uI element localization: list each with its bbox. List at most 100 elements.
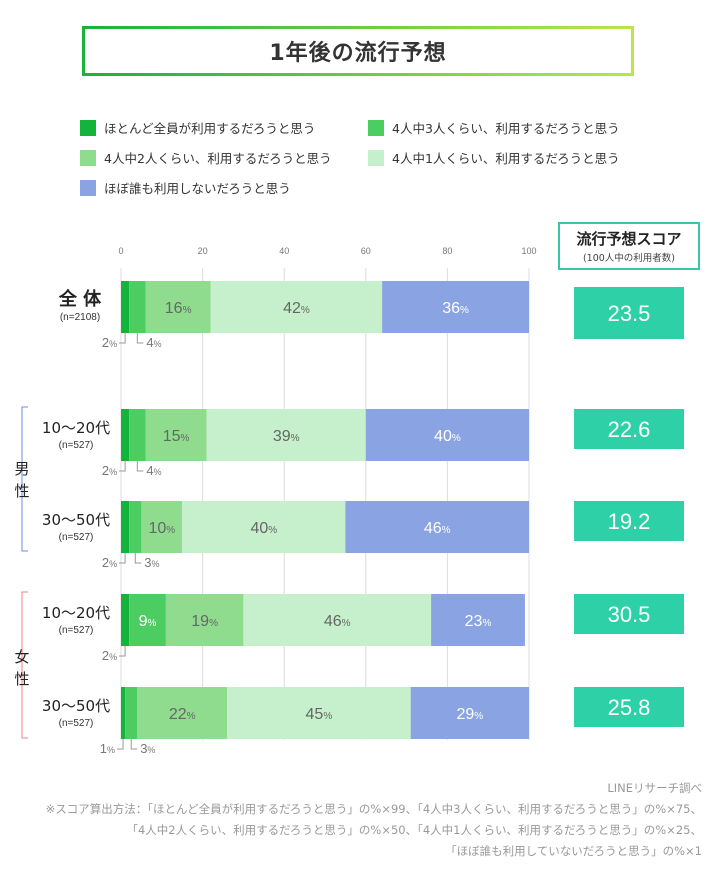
bar-segment: [145, 409, 207, 461]
x-tick-label: 0: [118, 246, 123, 256]
callout-line: [117, 739, 124, 750]
bar-segment: [365, 409, 529, 461]
bar-segment: [129, 501, 142, 553]
data-label: 42%: [283, 300, 310, 317]
score-value: 22.6: [608, 417, 651, 442]
score-header-title: 流行予想スコア: [576, 230, 682, 248]
legend-swatch: [80, 179, 96, 196]
chart-title-box: 1年後の流行予想: [82, 26, 634, 76]
legend-swatch: [368, 149, 384, 166]
data-label: 40%: [250, 520, 277, 537]
legend-swatch: [80, 119, 96, 136]
row-sample-size: (n=527): [59, 440, 94, 451]
data-label-callout: 1%: [100, 741, 115, 756]
x-tick-label: 20: [198, 246, 208, 256]
data-label: 23%: [465, 613, 492, 630]
row-sample-size: (n=527): [59, 532, 94, 543]
legend-swatch: [368, 119, 384, 136]
formula-note-2: 「4人中2人くらい、利用するだろうと思う」の%×50、「4人中1人くらい、利用す…: [126, 823, 702, 837]
bar-segment: [121, 281, 130, 333]
data-label-callout: 3%: [140, 741, 155, 756]
row-sample-size: (n=2108): [60, 312, 100, 323]
bar-segment: [121, 594, 130, 646]
female-group-bracket: [21, 591, 28, 739]
score-box: [574, 687, 684, 727]
legend-label: 4人中2人くらい、利用するだろうと思う: [104, 151, 332, 166]
bar-segment: [129, 281, 146, 333]
formula-note-1: ※スコア算出方法：「ほとんど全員が利用するだろうと思う」の%×99、「4人中3人…: [45, 802, 702, 816]
data-label-callout: 2%: [102, 648, 117, 663]
data-label-callout: 4%: [146, 463, 161, 478]
male-group-bracket: [21, 406, 28, 552]
bar-segment: [129, 594, 166, 646]
bar-segment: [227, 687, 411, 739]
data-label-callout: 3%: [144, 555, 159, 570]
data-label: 15%: [163, 428, 190, 445]
group-label-male-2: 性: [14, 482, 29, 500]
score-value: 19.2: [608, 509, 651, 534]
bar-segment: [141, 501, 183, 553]
score-value: 23.5: [608, 301, 651, 326]
legend-label: ほぼ誰も利用しないだろうと思う: [104, 181, 291, 196]
bar-segment: [410, 687, 529, 739]
row-sample-size: (n=527): [59, 625, 94, 636]
data-label: 46%: [324, 613, 351, 630]
bar-segment: [125, 687, 138, 739]
bar-segment: [345, 501, 529, 553]
group-label-female-2: 性: [14, 670, 29, 688]
row-label: 30〜50代: [42, 511, 110, 529]
callout-line: [136, 461, 144, 472]
legend-label: ほとんど全員が利用するだろうと思う: [104, 121, 316, 136]
bar-segment: [129, 409, 146, 461]
data-label: 29%: [456, 706, 483, 723]
score-header: 流行予想スコア (100人中の利用者数): [558, 222, 700, 270]
x-tick-label: 100: [521, 246, 536, 256]
data-label: 39%: [273, 428, 300, 445]
bar-segment: [206, 409, 366, 461]
bar-segment: [121, 687, 126, 739]
data-label-callout: 2%: [102, 555, 117, 570]
x-tick-label: 60: [361, 246, 371, 256]
legend-swatch: [80, 149, 96, 166]
bar-segment: [382, 281, 529, 333]
bar-segment: [137, 687, 228, 739]
legend-label: 4人中1人くらい、利用するだろうと思う: [392, 151, 620, 166]
data-label-callout: 2%: [102, 463, 117, 478]
score-header-subtitle: (100人中の利用者数): [582, 253, 676, 264]
callout-line: [119, 333, 126, 344]
callout-line: [134, 553, 142, 564]
bar-segment: [210, 281, 383, 333]
data-label-callout: 2%: [102, 335, 117, 350]
legend-item-nobody: ほぼ誰も利用しないだろうと思う: [80, 178, 291, 197]
legend-item-one-of-four: 4人中1人くらい、利用するだろうと思う: [368, 148, 620, 167]
score-value: 25.8: [608, 695, 651, 720]
score-box: [574, 594, 684, 634]
formula-note-3: 「ほぼ誰も利用していないだろうと思う」の%×1: [445, 844, 702, 858]
score-box: [574, 287, 684, 339]
bar-segment: [182, 501, 346, 553]
callout-line: [130, 739, 138, 750]
row-label: 全 体: [58, 288, 102, 310]
score-value: 30.5: [608, 602, 651, 627]
data-label: 9%: [139, 613, 157, 630]
data-label: 19%: [191, 613, 218, 630]
data-label: 36%: [442, 300, 469, 317]
row-label: 10〜20代: [42, 419, 110, 437]
legend-item-three-of-four: 4人中3人くらい、利用するだろうと思う: [368, 118, 620, 137]
score-box: [574, 409, 684, 449]
bar-segment: [431, 594, 525, 646]
source-note: LINEリサーチ調べ: [607, 781, 702, 795]
x-tick-label: 40: [279, 246, 289, 256]
data-label: 22%: [169, 706, 196, 723]
x-tick-label: 80: [442, 246, 452, 256]
footnotes: LINEリサーチ調べ ※スコア算出方法：「ほとんど全員が利用するだろうと思う」の…: [46, 778, 702, 862]
bar-segment: [165, 594, 244, 646]
data-label: 46%: [424, 520, 451, 537]
data-label-callout: 4%: [146, 335, 161, 350]
callout-line: [119, 553, 126, 564]
legend: ほとんど全員が利用するだろうと思う 4人中3人くらい、利用するだろうと思う 4人…: [80, 116, 680, 200]
row-label: 30〜50代: [42, 697, 110, 715]
chart-title: 1年後の流行予想: [269, 41, 447, 66]
legend-item-two-of-four: 4人中2人くらい、利用するだろうと思う: [80, 148, 332, 167]
